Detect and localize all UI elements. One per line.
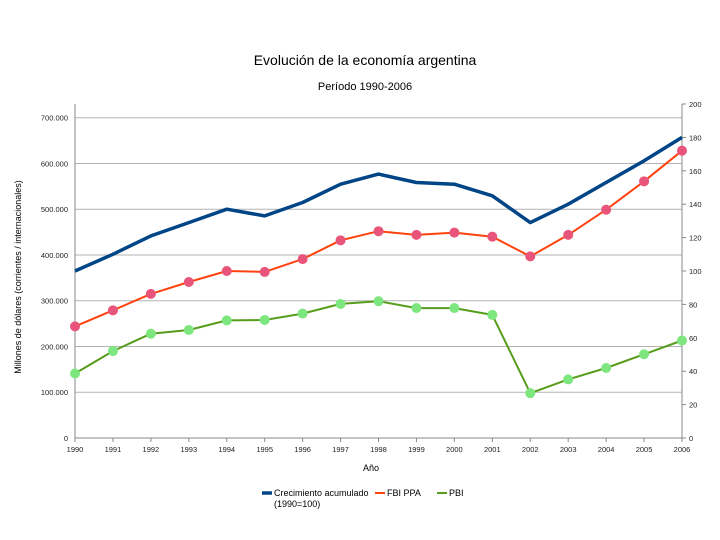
chart-subtitle: Período 1990-2006: [318, 81, 412, 93]
data-point-fbi: [487, 231, 498, 242]
y-axis-label: Millones de dólares (corrientes / intern…: [13, 180, 23, 374]
series-layer: [70, 135, 687, 399]
series-crecimiento: [74, 135, 683, 273]
x-tick-label: 2004: [598, 445, 615, 454]
right-tick-label: 40: [689, 367, 697, 376]
data-point-fbi: [221, 266, 232, 276]
data-point-fbi: [145, 288, 156, 299]
legend: Crecimiento acumulado(1990=100) FBI PPA PB…: [262, 488, 464, 509]
legend-label: FBI PPA: [387, 488, 421, 498]
data-point-fbi: [70, 321, 80, 332]
x-tick-label: 1990: [67, 445, 84, 454]
data-point-fbi: [259, 266, 270, 277]
data-point-fbi: [335, 235, 346, 246]
data-point-fbi: [601, 204, 612, 215]
left-tick-label: 400.000: [41, 251, 68, 260]
data-point-pbi: [107, 346, 118, 357]
data-point-pbi: [525, 388, 536, 399]
chart-title: Evolución de la economía argentina: [254, 52, 477, 68]
x-tick-label: 1998: [370, 445, 387, 454]
x-tick-label: 1999: [408, 445, 425, 454]
data-point-pbi: [411, 303, 422, 314]
x-tick-label: 1993: [180, 445, 197, 454]
x-tick-label: 1997: [332, 445, 349, 454]
x-tick-label: 1991: [105, 445, 122, 454]
data-point-pbi: [677, 335, 687, 346]
right-axis-ticks: 0 20 40 60 80 100 120 140 160 180 200: [682, 100, 702, 443]
legend-item-2: PBI: [437, 488, 464, 498]
gridlines: [75, 117, 682, 393]
series-line-crecimiento: [74, 135, 683, 273]
x-tick-label: 1992: [143, 445, 160, 454]
right-tick-label: 0: [689, 434, 693, 443]
data-point-fbi: [525, 251, 536, 262]
right-tick-label: 20: [689, 401, 697, 410]
data-point-pbi: [449, 303, 460, 314]
data-point-fbi: [297, 254, 308, 265]
data-point-fbi: [107, 305, 118, 316]
left-tick-label: 500.000: [41, 205, 68, 214]
data-point-pbi: [639, 349, 650, 360]
left-tick-label: 0: [64, 434, 68, 443]
left-tick-label: 300.000: [41, 297, 68, 306]
left-tick-label: 100.000: [41, 388, 68, 397]
data-point-pbi: [70, 368, 80, 379]
x-axis-label: Año: [363, 463, 379, 473]
x-tick-label: 1995: [256, 445, 273, 454]
x-tick-label: 2003: [560, 445, 577, 454]
legend-label: Crecimiento acumulado: [274, 488, 369, 498]
data-point-pbi: [221, 315, 232, 326]
x-axis-ticks: 1990 1991 1992 1993 1994 1995 1996 1997 1998 1999…: [67, 438, 691, 454]
legend-label: PBI: [449, 488, 464, 498]
series-line-pbi: [74, 300, 683, 395]
right-tick-label: 60: [689, 334, 697, 343]
data-point-pbi: [335, 298, 346, 309]
left-axis-ticks: 0 100.000 200.000 300.000 400.000 500.000 600.…: [41, 114, 68, 443]
legend-item-0: Crecimiento acumulado(1990=100): [262, 488, 369, 509]
data-point-fbi: [449, 227, 460, 238]
data-point-pbi: [373, 296, 384, 307]
x-tick-label: 1994: [218, 445, 235, 454]
x-tick-label: 1996: [294, 445, 311, 454]
legend-item-1: FBI PPA: [375, 488, 421, 498]
x-tick-label: 2006: [674, 445, 691, 454]
x-tick-label: 2002: [522, 445, 539, 454]
data-point-fbi: [411, 229, 422, 240]
right-tick-label: 180: [689, 133, 702, 142]
legend-label: (1990=100): [274, 499, 320, 509]
left-tick-label: 200.000: [41, 342, 68, 351]
data-point-fbi: [677, 145, 687, 156]
x-tick-label: 2000: [446, 445, 463, 454]
data-point-pbi: [487, 309, 498, 320]
right-tick-label: 200: [689, 100, 702, 109]
data-point-fbi: [183, 276, 194, 287]
data-point-pbi: [259, 314, 270, 325]
left-tick-label: 600.000: [41, 159, 68, 168]
data-point-fbi: [563, 229, 574, 240]
right-tick-label: 140: [689, 200, 702, 209]
data-point-fbi: [639, 176, 650, 187]
left-tick-label: 700.000: [41, 114, 68, 123]
data-point-pbi: [183, 325, 194, 336]
data-point-pbi: [601, 362, 612, 373]
axes: [74, 104, 683, 439]
data-point-fbi: [373, 226, 384, 237]
right-tick-label: 160: [689, 167, 702, 176]
right-tick-label: 80: [689, 300, 697, 309]
x-tick-label: 2001: [484, 445, 501, 454]
series-fbi: [70, 145, 687, 332]
data-point-pbi: [563, 374, 574, 385]
data-point-pbi: [297, 308, 308, 319]
right-tick-label: 120: [689, 234, 702, 243]
right-tick-label: 100: [689, 267, 702, 276]
x-tick-label: 2005: [636, 445, 653, 454]
series-pbi: [70, 296, 687, 399]
data-point-pbi: [145, 328, 156, 339]
